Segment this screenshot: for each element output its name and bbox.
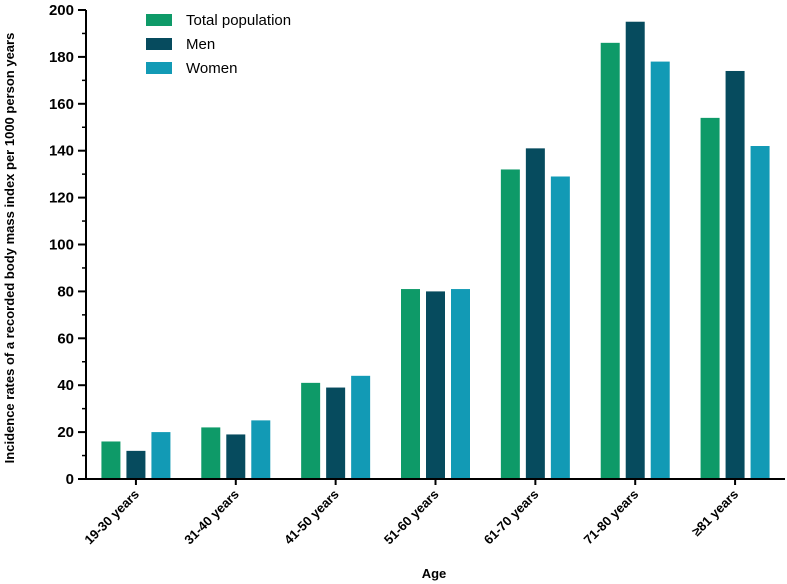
bar-total-population-gte-81-years (700, 117, 720, 480)
bar-men-gte-81-years (725, 70, 745, 479)
y-tick-label: 180 (49, 49, 74, 66)
x-tick-label: 19-30 years (81, 487, 142, 548)
bar-men-19-30-years (126, 450, 146, 479)
bar-total-population-61-70-years (500, 169, 520, 479)
bar-women-71-80-years (650, 61, 670, 480)
bar-men-71-80-years (625, 21, 645, 479)
x-tick-label: 51-60 years (381, 487, 442, 548)
bar-total-population-71-80-years (600, 42, 620, 480)
y-tick-label: 0 (66, 471, 74, 488)
x-tick-label: 71-80 years (581, 487, 642, 548)
x-axis-title: Age (422, 566, 447, 581)
bar-women-41-50-years (351, 375, 371, 479)
bar-total-population-19-30-years (101, 441, 121, 479)
bar-men-41-50-years (326, 387, 346, 479)
bar-men-31-40-years (226, 434, 246, 479)
bar-total-population-41-50-years (301, 382, 321, 479)
y-tick-label: 160 (49, 96, 74, 113)
bar-women-19-30-years (151, 432, 171, 479)
legend-label-total-population: Total population (186, 12, 291, 29)
legend-swatch-total-population (146, 14, 172, 26)
x-tick-label: 41-50 years (281, 487, 342, 548)
legend: Total population Men Women (146, 12, 291, 77)
bar-total-population-51-60-years (401, 289, 420, 479)
bar-total-population-31-40-years (201, 427, 221, 479)
legend-swatch-women (146, 62, 172, 74)
y-tick-label: 20 (57, 424, 74, 441)
y-axis-title: Incidence rates of a recorded body mass … (2, 33, 17, 464)
y-tick-label: 80 (57, 283, 74, 300)
bars-group (101, 21, 770, 480)
y-tick-label: 120 (49, 190, 74, 207)
bar-women-gte-81-years (750, 146, 770, 479)
x-tick-label: 61-70 years (481, 487, 542, 548)
legend-swatch-men (146, 38, 172, 50)
legend-label-women: Women (186, 60, 237, 77)
y-tick-label: 100 (49, 237, 74, 254)
bar-men-61-70-years (525, 148, 545, 480)
bar-women-61-70-years (550, 176, 570, 479)
legend-label-men: Men (186, 36, 215, 53)
y-tick-label: 200 (49, 2, 74, 19)
x-axis: 19-30 years 31-40 years 41-50 years 51-60 y… (81, 478, 785, 548)
x-tick-label: ≥81 years (689, 487, 741, 539)
y-tick-label: 40 (57, 377, 74, 394)
bar-men-51-60-years (426, 291, 445, 479)
y-axis: 0 20 40 60 80 100 120 140 160 180 200 (49, 2, 87, 488)
bar-women-31-40-years (251, 420, 271, 479)
y-tick-label: 60 (57, 330, 74, 347)
bar-women-51-60-years (451, 289, 470, 479)
y-tick-label: 140 (49, 143, 74, 160)
x-tick-label: 31-40 years (181, 487, 242, 548)
